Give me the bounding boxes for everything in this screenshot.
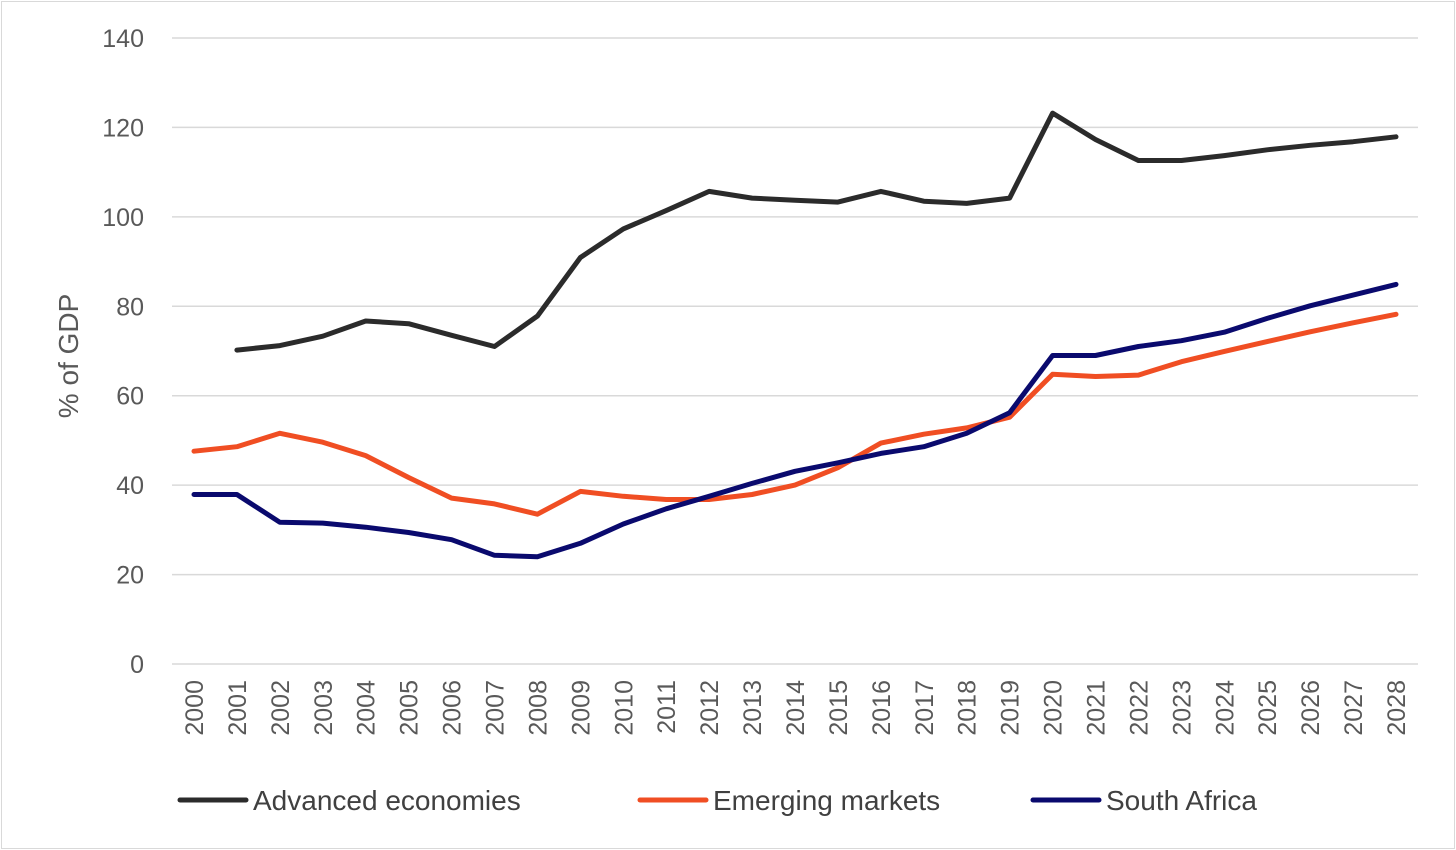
x-tick-label: 2013 bbox=[739, 680, 767, 736]
x-tick-label: 2018 bbox=[954, 680, 982, 736]
x-tick-label: 2015 bbox=[825, 680, 853, 736]
series-line-emerging-markets bbox=[191, 311, 1399, 517]
legend-item: Advanced economies bbox=[177, 785, 521, 816]
legend-item: Emerging markets bbox=[637, 785, 940, 816]
x-tick-label: 2024 bbox=[1211, 680, 1239, 736]
y-axis-ticks: 0 20 40 60 80 100 120 140 bbox=[102, 25, 144, 679]
legend-label: South Africa bbox=[1106, 785, 1257, 816]
series-line-advanced-economies bbox=[234, 110, 1399, 353]
x-tick-label: 2016 bbox=[868, 680, 896, 736]
y-tick-label: 100 bbox=[102, 204, 144, 232]
y-tick-label: 140 bbox=[102, 25, 144, 53]
y-axis-label: % of GDP bbox=[53, 294, 84, 418]
legend-item: South Africa bbox=[1030, 785, 1257, 816]
legend-label: Advanced economies bbox=[253, 785, 521, 816]
series-lines bbox=[191, 110, 1399, 560]
x-tick-label: 2022 bbox=[1125, 680, 1153, 736]
x-axis-ticks: 2000 2001 2002 2003 2004 2005 2006 2007 2008 2009… bbox=[181, 680, 1411, 736]
legend-label: Emerging markets bbox=[713, 785, 940, 816]
x-tick-label: 2019 bbox=[997, 680, 1025, 736]
x-tick-label: 2003 bbox=[310, 680, 338, 736]
series-line-south-africa bbox=[191, 281, 1399, 560]
x-tick-label: 2005 bbox=[396, 680, 424, 736]
x-tick-label: 2012 bbox=[696, 680, 724, 736]
x-tick-label: 2004 bbox=[353, 680, 381, 736]
x-tick-label: 2028 bbox=[1383, 680, 1411, 736]
x-tick-label: 2002 bbox=[267, 680, 295, 736]
x-tick-label: 2000 bbox=[181, 680, 209, 736]
x-tick-label: 2014 bbox=[782, 680, 810, 736]
x-tick-label: 2020 bbox=[1040, 680, 1068, 736]
x-tick-label: 2007 bbox=[482, 680, 510, 736]
x-tick-label: 2009 bbox=[567, 680, 595, 736]
x-tick-label: 2021 bbox=[1083, 680, 1111, 736]
x-tick-label: 2011 bbox=[653, 680, 681, 734]
x-tick-label: 2001 bbox=[224, 680, 252, 736]
x-tick-label: 2017 bbox=[911, 680, 939, 736]
x-tick-label: 2008 bbox=[524, 680, 552, 736]
y-tick-label: 40 bbox=[116, 472, 144, 500]
y-tick-label: 60 bbox=[116, 383, 144, 411]
y-tick-label: 0 bbox=[130, 651, 144, 679]
x-tick-label: 2025 bbox=[1254, 680, 1282, 736]
y-tick-label: 20 bbox=[116, 562, 144, 590]
x-tick-label: 2010 bbox=[610, 680, 638, 736]
gridlines bbox=[172, 37, 1418, 665]
y-tick-label: 120 bbox=[102, 114, 144, 142]
x-tick-label: 2026 bbox=[1297, 680, 1325, 736]
y-tick-label: 80 bbox=[116, 293, 144, 321]
x-tick-label: 2027 bbox=[1340, 680, 1368, 736]
x-tick-label: 2023 bbox=[1168, 680, 1196, 736]
x-tick-label: 2006 bbox=[439, 680, 467, 736]
legend: Advanced economies Emerging markets South … bbox=[177, 785, 1257, 816]
